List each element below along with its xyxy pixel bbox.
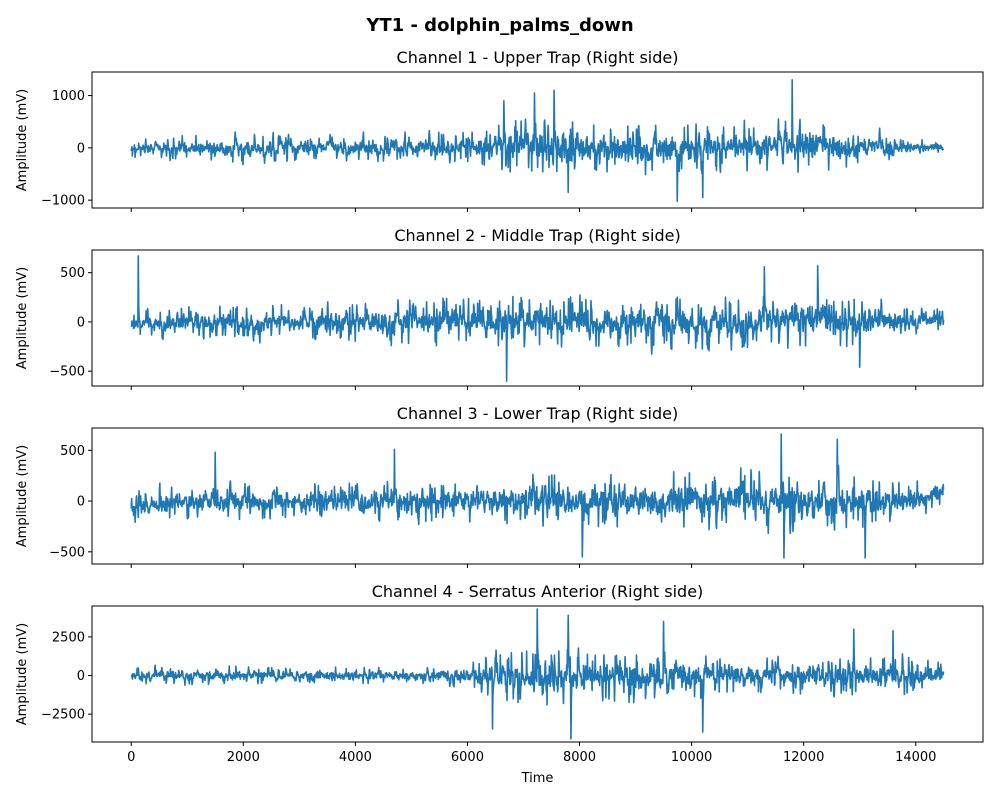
y-tick-label: 0 [77,315,85,330]
y-tick-label: 0 [77,141,85,156]
subplot-title: Channel 1 - Upper Trap (Right side) [397,48,679,67]
subplot-title: Channel 2 - Middle Trap (Right side) [394,226,680,245]
y-tick-label: 0 [77,669,85,684]
subplot-title: Channel 4 - Serratus Anterior (Right sid… [372,582,704,601]
figure-title: YT1 - dolphin_palms_down [365,15,633,36]
axes-frame [91,605,984,743]
axes-frame [91,249,984,387]
x-tick-label: 14000 [895,750,936,765]
y-tick-label: −500 [49,365,85,380]
x-tick-label: 6000 [451,750,484,765]
y-tick-label: 500 [60,266,85,281]
axes-frame [91,71,984,209]
signal-trace [130,608,945,740]
x-tick-label: 10000 [671,750,712,765]
y-tick-label: −2500 [41,708,85,723]
x-tick-label: 12000 [783,750,824,765]
y-axis-label: Amplitude (mV) [15,623,30,725]
subplot-channel-2: Channel 2 - Middle Trap (Right side) Ampl… [15,226,984,390]
x-tick-label: 4000 [339,750,372,765]
subplot-title: Channel 3 - Lower Trap (Right side) [397,404,678,423]
y-tick-label: 1000 [52,89,85,104]
y-tick-label: 0 [77,495,85,510]
subplot-channel-4: Channel 4 - Serratus Anterior (Right sid… [15,582,984,765]
y-axis-label: Amplitude (mV) [15,89,30,191]
signal-trace [130,433,945,559]
y-tick-label: −500 [49,545,85,560]
x-tick-label: 8000 [563,750,596,765]
y-tick-label: 500 [60,444,85,459]
x-tick-label: 2000 [227,750,260,765]
y-tick-label: −1000 [41,194,85,209]
signal-trace [130,255,945,382]
axes-frame [91,427,984,565]
subplot-channel-1: Channel 1 - Upper Trap (Right side) Ampli… [15,48,984,212]
subplot-grid: Channel 1 - Upper Trap (Right side) Ampli… [15,48,984,765]
subplot-channel-3: Channel 3 - Lower Trap (Right side) Ampli… [15,404,984,568]
y-axis-label: Amplitude (mV) [15,445,30,547]
y-tick-label: 2500 [52,630,85,645]
signal-trace [130,79,945,202]
x-tick-label: 0 [127,750,135,765]
x-axis-label: Time [521,771,554,786]
y-axis-label: Amplitude (mV) [15,267,30,369]
